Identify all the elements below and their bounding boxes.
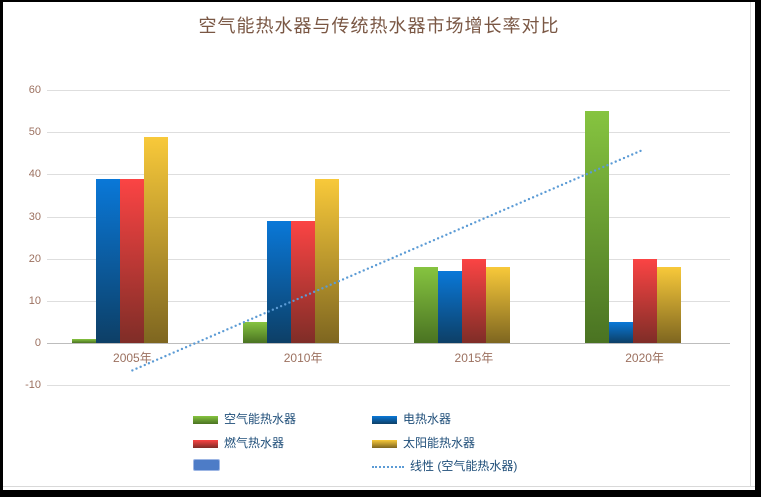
bar-燃气热水器[interactable] xyxy=(632,258,657,343)
bar-空气能热水器[interactable] xyxy=(584,111,609,343)
gridline xyxy=(47,385,730,387)
bar-空气能热水器[interactable] xyxy=(243,321,268,343)
bar-太阳能热水器[interactable] xyxy=(315,178,340,343)
legend-swatch xyxy=(193,415,218,424)
legend-label: 电热水器 xyxy=(403,412,452,426)
x-tick-label: 2015年 xyxy=(454,351,494,365)
x-tick-label: 2020年 xyxy=(625,351,664,365)
legend-swatch xyxy=(372,415,397,424)
bar-空气能热水器[interactable] xyxy=(413,267,438,343)
bar-燃气热水器[interactable] xyxy=(120,178,145,343)
x-tick-label: 2010年 xyxy=(283,351,323,365)
legend-item-线性 (空气能热水器)[interactable]: 线性 (空气能热水器) xyxy=(372,459,517,474)
bar-燃气热水器[interactable] xyxy=(461,258,486,343)
legend-swatch xyxy=(372,465,404,468)
y-tick-label: 30 xyxy=(28,210,41,223)
bar-电热水器[interactable] xyxy=(267,220,292,343)
legend-item-太阳能热水器[interactable]: 太阳能热水器 xyxy=(372,436,475,451)
legend-item-燃气热水器[interactable]: 燃气热水器 xyxy=(193,436,284,451)
gridline xyxy=(47,132,730,134)
bar-太阳能热水器[interactable] xyxy=(485,267,510,343)
bar-太阳能热水器[interactable] xyxy=(144,136,169,343)
gridline xyxy=(47,90,730,92)
bar-太阳能热水器[interactable] xyxy=(656,267,681,343)
legend-label: 燃气热水器 xyxy=(224,436,285,450)
legend-label: 空气能热水器 xyxy=(224,412,297,426)
chart-right-border xyxy=(750,2,751,487)
legend-item-blank[interactable] xyxy=(193,459,220,471)
bar-空气能热水器[interactable] xyxy=(72,338,97,343)
y-tick-label: -10 xyxy=(25,379,41,392)
legend-item-电热水器[interactable]: 电热水器 xyxy=(372,412,451,427)
legend-item-空气能热水器[interactable]: 空气能热水器 xyxy=(193,412,296,427)
y-tick-label: 50 xyxy=(28,126,41,139)
y-tick-label: 10 xyxy=(28,294,41,307)
legend-swatch xyxy=(372,439,397,448)
legend-label: 线性 (空气能热水器) xyxy=(410,459,518,473)
chart-bottom-border xyxy=(3,486,755,487)
y-tick-label: 20 xyxy=(28,252,41,265)
legend-swatch xyxy=(193,459,220,471)
legend-swatch xyxy=(193,439,218,448)
bar-燃气热水器[interactable] xyxy=(291,220,316,343)
y-tick-label: 60 xyxy=(28,84,41,97)
y-tick-label: 40 xyxy=(28,168,41,181)
bar-电热水器[interactable] xyxy=(96,178,121,343)
gridline xyxy=(47,343,730,344)
x-tick-label: 2005年 xyxy=(113,351,152,365)
bar-电热水器[interactable] xyxy=(608,321,633,343)
legend-label: 太阳能热水器 xyxy=(403,436,476,450)
bar-电热水器[interactable] xyxy=(437,271,462,343)
y-tick-label: 0 xyxy=(34,337,41,349)
chart-title[interactable]: 空气能热水器与传统热水器市场增长率对比 xyxy=(198,16,560,36)
